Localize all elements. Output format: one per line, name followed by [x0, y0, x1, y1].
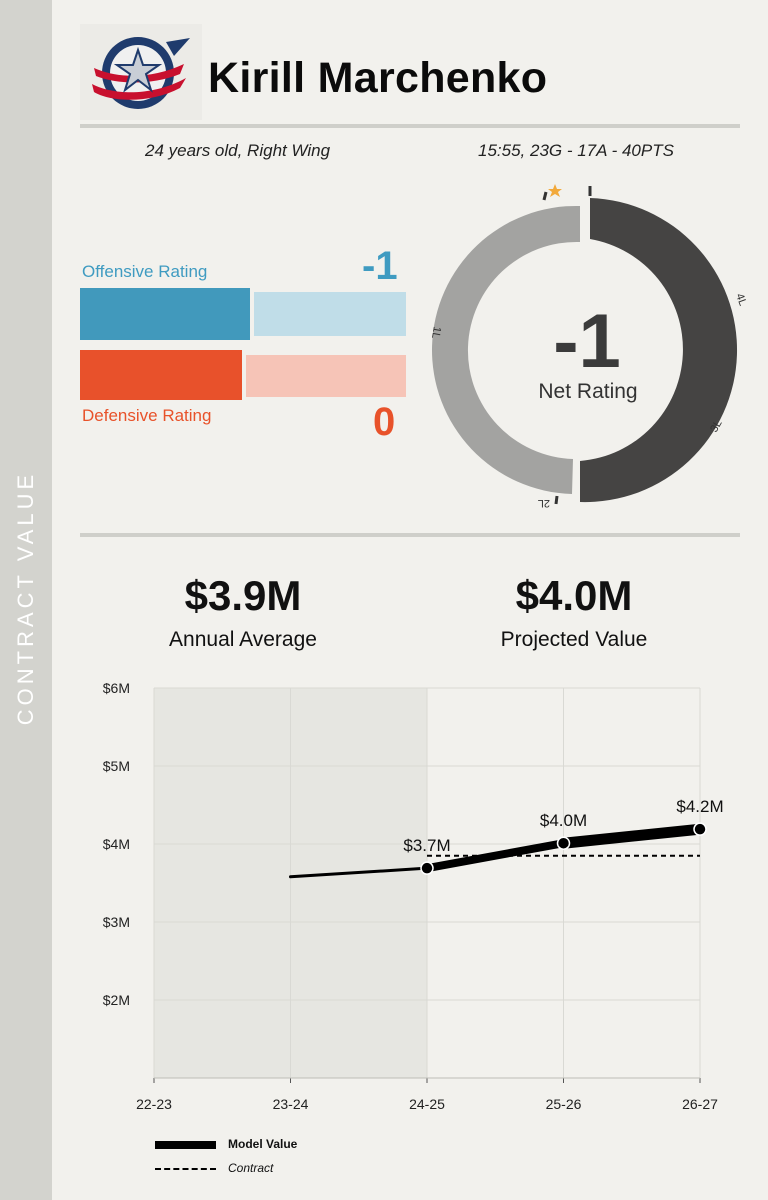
donut-dark-arc: [580, 198, 738, 503]
projected-value: $4.0M: [515, 572, 633, 619]
team-logo: [80, 24, 202, 120]
net-rating-label: Net Rating: [538, 380, 638, 403]
donut-tick-mark: [542, 191, 548, 201]
model-value-line-segment: [423, 839, 568, 873]
y-tick-label: $3M: [103, 914, 130, 930]
side-label: CONTRACT VALUE: [13, 470, 38, 726]
donut-tick-label-4l: 4L: [733, 292, 748, 308]
offensive-rating-bar: [80, 288, 250, 340]
age-position: 24 years old, Right Wing: [145, 141, 331, 160]
projected-value-label: Projected Value: [500, 628, 648, 651]
legend-swatch-contract: [155, 1168, 216, 1170]
model-value-data-label: $4.2M: [676, 797, 723, 816]
model-value-data-label: $3.7M: [403, 836, 450, 855]
y-tick-label: $5M: [103, 758, 130, 774]
donut-tick-label-3l: 3L: [708, 418, 725, 435]
contract-value-chart-svg: $2M $3M $4M $5M $6M 22-23 23-24 24-25 25-26 26-27…: [103, 680, 724, 1112]
x-tick-label: 25-26: [546, 1096, 582, 1112]
net-rating-donut: 1L 2L 3L 4L: [429, 178, 760, 518]
y-tick-label: $2M: [103, 992, 130, 1008]
defensive-rating-label: Defensive Rating: [82, 406, 212, 425]
net-rating-value: -1: [553, 299, 621, 384]
model-value-line-segment: [289, 866, 429, 879]
side-strip: CONTRACT VALUE: [0, 0, 52, 1200]
y-tick-label: $4M: [103, 836, 130, 852]
legend-swatch-model: [155, 1141, 216, 1149]
donut-tick-mark: [554, 495, 559, 505]
offensive-rating-bar-remainder: [254, 292, 406, 336]
legend-label-model: Model Value: [228, 1137, 298, 1151]
defensive-rating-bar-remainder: [246, 355, 406, 397]
model-value-point: [556, 836, 571, 850]
donut-tick-label-1l: 1L: [430, 325, 443, 339]
contract-value-chart: $2M $3M $4M $5M $6M 22-23 23-24 24-25 25-26 26-27…: [80, 670, 760, 1120]
header-divider: [80, 124, 740, 128]
blue-jackets-logo-icon: [92, 37, 190, 109]
donut-tick-label-2l: 2L: [538, 497, 550, 509]
model-value-point: [420, 861, 434, 875]
model-value-data-label: $4.0M: [540, 811, 587, 830]
annual-average-label: Annual Average: [169, 628, 317, 651]
model-value-line-segment: [558, 823, 706, 849]
annual-average-value: $3.9M: [184, 572, 302, 619]
legend-label-contract: Contract: [228, 1161, 274, 1175]
defensive-rating-value: 0: [373, 400, 396, 444]
model-value-point: [693, 822, 707, 836]
offensive-rating-label: Offensive Rating: [82, 262, 208, 281]
player-name: Kirill Marchenko: [208, 54, 548, 102]
x-tick-label: 24-25: [409, 1096, 445, 1112]
x-tick-label: 22-23: [136, 1096, 172, 1112]
y-tick-label: $6M: [103, 680, 130, 696]
defensive-rating-bar: [80, 350, 242, 400]
x-tick-label: 26-27: [682, 1096, 718, 1112]
section-divider: [80, 533, 740, 537]
stats-line: 15:55, 23G - 17A - 40PTS: [478, 141, 674, 160]
x-tick-label: 23-24: [273, 1096, 309, 1112]
star-icon: [548, 184, 562, 197]
donut-light-arc: [431, 205, 580, 494]
header: Kirill Marchenko: [80, 20, 740, 124]
offensive-rating-value: -1: [362, 244, 398, 288]
